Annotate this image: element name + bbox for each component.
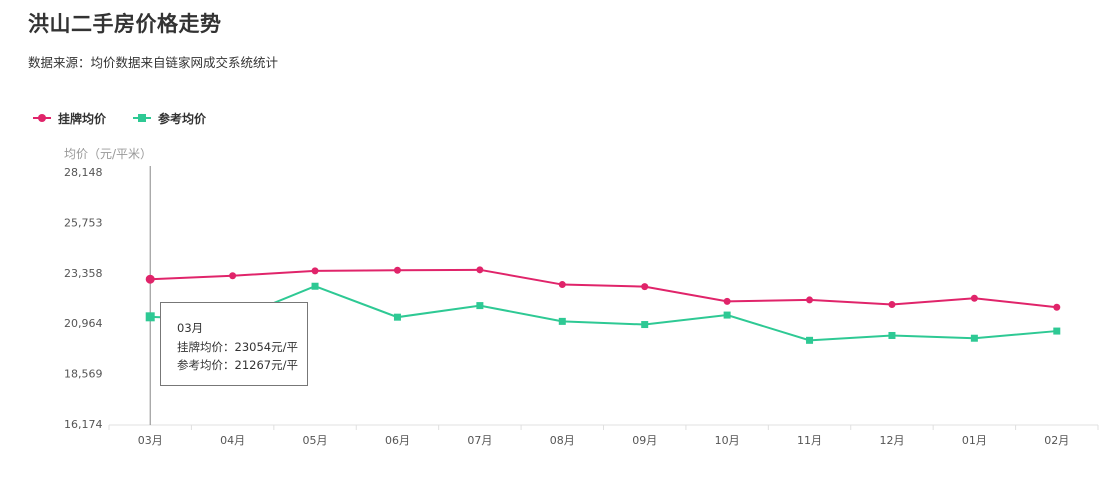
data-point-reference-price	[393, 313, 401, 321]
legend-item-listing-price[interactable]: 挂牌均价	[32, 110, 106, 127]
x-tick-label: 03月	[138, 434, 163, 447]
x-tick-label: 07月	[467, 434, 492, 447]
x-tick-label: 05月	[303, 434, 328, 447]
x-tick-label: 06月	[385, 434, 410, 447]
data-point-listing-price	[806, 296, 814, 304]
tooltip-listing-price: 挂牌均价：23054元/平	[177, 339, 298, 354]
x-tick-label: 01月	[962, 434, 987, 447]
data-point-listing-price	[1053, 303, 1061, 311]
y-tick-label: 16,174	[64, 418, 103, 431]
data-point-listing-price	[229, 272, 237, 280]
data-point-listing-price	[476, 266, 484, 274]
x-tick-label: 04月	[220, 434, 245, 447]
x-tick-label: 09月	[632, 434, 657, 447]
data-point-listing-price	[888, 301, 896, 309]
y-tick-label: 18,569	[64, 368, 103, 381]
tooltip-reference-price: 参考均价：21267元/平	[177, 358, 298, 372]
y-axis-unit-label: 均价（元/平米）	[64, 147, 153, 161]
data-point-reference-price	[806, 336, 814, 344]
x-tick-label: 10月	[715, 434, 740, 447]
data-point-listing-price	[311, 267, 319, 275]
x-tick-label: 11月	[797, 434, 822, 447]
legend-square-marker-icon	[133, 114, 152, 122]
data-point-reference-price	[476, 302, 484, 310]
y-tick-label: 23,358	[64, 267, 103, 280]
data-point-reference-price	[311, 282, 319, 290]
data-point-listing-price	[641, 283, 649, 291]
data-point-listing-price	[970, 294, 978, 302]
legend: 挂牌均价 参考均价	[32, 109, 232, 127]
data-point-listing-price	[393, 266, 401, 274]
data-point-reference-price	[641, 321, 649, 329]
series-line-listing-price	[150, 268, 1057, 309]
data-point-reference-price	[1053, 327, 1061, 335]
data-point-reference-price	[970, 334, 978, 342]
data-point-reference-price	[723, 311, 731, 319]
data-point-reference-price	[558, 317, 566, 325]
legend-item-reference-price[interactable]: 参考均价	[132, 110, 206, 127]
data-point-listing-price	[723, 297, 731, 305]
tooltip-month: 03月	[177, 321, 204, 335]
data-point-listing-price	[558, 281, 566, 289]
y-tick-label: 20,964	[64, 317, 103, 330]
series-line-reference-price	[150, 285, 1057, 342]
data-point-reference-price	[888, 331, 896, 339]
x-tick-label: 12月	[879, 434, 904, 447]
x-tick-label: 02月	[1044, 434, 1069, 447]
y-tick-label: 28,148	[64, 166, 103, 179]
legend-label-reference-price: 参考均价	[158, 111, 207, 126]
legend-circle-marker-icon	[33, 114, 51, 122]
x-tick-label: 08月	[550, 434, 575, 447]
data-source-note: 数据来源：均价数据来自链家网成交系统统计	[28, 55, 279, 70]
y-tick-label: 25,753	[64, 216, 103, 229]
chart-title: 洪山二手房价格走势	[28, 12, 222, 36]
legend-label-listing-price: 挂牌均价	[58, 111, 107, 126]
tooltip: 03月 挂牌均价：23054元/平 参考均价：21267元/平	[160, 302, 308, 386]
data-point-reference-price	[145, 312, 155, 322]
data-point-listing-price	[145, 274, 155, 284]
